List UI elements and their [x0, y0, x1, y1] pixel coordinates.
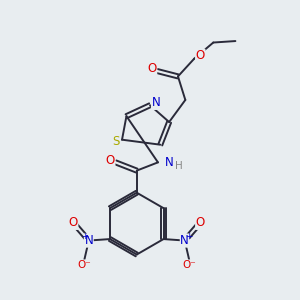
Text: N: N	[84, 234, 93, 247]
Text: O: O	[106, 154, 115, 166]
Text: +: +	[185, 232, 192, 241]
Text: O: O	[196, 216, 205, 230]
Text: +: +	[81, 232, 89, 241]
Text: O⁻: O⁻	[182, 260, 196, 270]
Text: N: N	[180, 234, 189, 247]
Text: O: O	[196, 49, 205, 62]
Text: N: N	[152, 96, 160, 110]
Text: O⁻: O⁻	[77, 260, 91, 270]
Text: O: O	[68, 216, 78, 230]
Text: S: S	[112, 135, 119, 148]
Text: O: O	[147, 62, 157, 75]
Text: N: N	[164, 156, 173, 169]
Text: H: H	[175, 161, 183, 171]
